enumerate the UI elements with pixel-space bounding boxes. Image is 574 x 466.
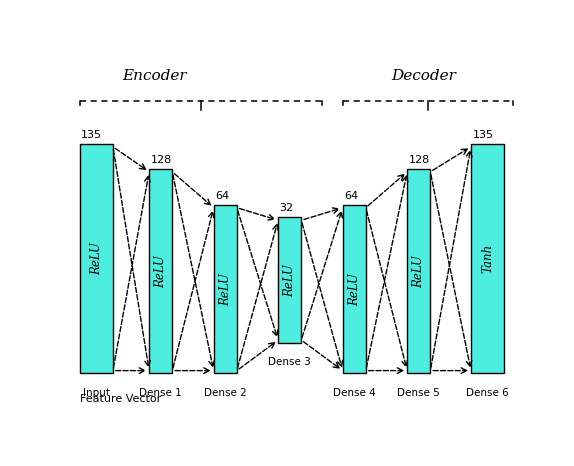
- Text: ReLU: ReLU: [219, 273, 232, 306]
- Text: Decoder: Decoder: [391, 69, 456, 82]
- Text: 135: 135: [82, 130, 102, 139]
- Text: 64: 64: [344, 191, 358, 200]
- Text: Input: Input: [83, 388, 110, 398]
- Text: 64: 64: [215, 191, 229, 200]
- Bar: [407, 169, 430, 373]
- Text: Dense 5: Dense 5: [397, 388, 440, 398]
- Text: Dense 4: Dense 4: [333, 388, 375, 398]
- Text: ReLU: ReLU: [348, 273, 360, 306]
- Text: 128: 128: [409, 155, 430, 164]
- Text: ReLU: ReLU: [154, 255, 167, 288]
- Text: Dense 2: Dense 2: [204, 388, 247, 398]
- Text: Encoder: Encoder: [122, 69, 187, 82]
- Bar: [214, 205, 237, 373]
- Text: Tanh: Tanh: [481, 244, 494, 273]
- Text: ReLU: ReLU: [90, 242, 103, 275]
- Text: 128: 128: [150, 155, 172, 164]
- Bar: [471, 144, 505, 373]
- Text: ReLU: ReLU: [283, 264, 296, 297]
- Text: ReLU: ReLU: [412, 255, 425, 288]
- Text: Dense 6: Dense 6: [466, 388, 509, 398]
- Bar: [80, 144, 113, 373]
- Text: 135: 135: [472, 130, 493, 139]
- Text: Dense 1: Dense 1: [139, 388, 182, 398]
- Bar: [278, 217, 301, 343]
- Text: Feature Vector: Feature Vector: [80, 394, 161, 404]
- Text: Dense 3: Dense 3: [269, 357, 311, 367]
- Bar: [149, 169, 172, 373]
- Text: 32: 32: [280, 203, 294, 213]
- Bar: [343, 205, 366, 373]
